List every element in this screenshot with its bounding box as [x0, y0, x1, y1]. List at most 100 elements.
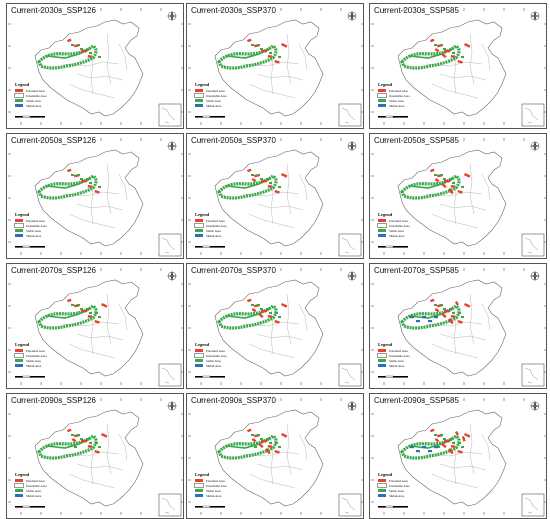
stable-area: [71, 304, 74, 306]
stable-area: [443, 48, 446, 50]
province-boundary: [469, 293, 475, 345]
legend: Legend Extended Area Unsuitable Area Stable…: [14, 472, 47, 498]
north-arrow-icon: [167, 401, 177, 411]
province-boundary: [298, 303, 308, 331]
stable-area: [89, 312, 92, 314]
province-boundary: [298, 43, 308, 71]
extended-area: [450, 315, 455, 318]
extended-area: [457, 449, 463, 454]
extended-area: [274, 60, 280, 64]
legend-label: Extended Area: [389, 218, 408, 223]
south-china-sea-inset: [158, 363, 182, 387]
extended-area: [261, 179, 268, 183]
legend-swatch: [194, 353, 204, 358]
legend-swatch: [378, 234, 386, 237]
legend-item: Extended Area: [195, 218, 227, 223]
legend-swatch: [15, 89, 23, 92]
stable-area: [440, 304, 443, 306]
legend: Legend Extended Area Unsuitable Area Stable…: [377, 212, 410, 238]
legend-item: Extended Area: [15, 478, 47, 483]
legend-swatch: [195, 364, 203, 367]
legend-item: Unsuitable Area: [194, 483, 227, 488]
stable-area: [260, 438, 263, 440]
north-arrow-icon: [167, 11, 177, 21]
shrink-area: [410, 446, 414, 449]
south-china-sea-inset: [521, 233, 545, 257]
legend-label: Stable Area: [389, 98, 404, 103]
china-map: [188, 138, 363, 257]
province-boundary: [481, 173, 491, 201]
stable-area: [217, 434, 278, 460]
legend: Legend Extended Area Unsuitable Area Stable…: [194, 82, 227, 108]
panel-title: Current-2090s_SSP126: [11, 396, 96, 405]
legend-label: Unsuitable Area: [389, 223, 410, 228]
legend-item: Extended Area: [15, 218, 47, 223]
legend-label: Extended Area: [389, 348, 408, 353]
stable-area: [400, 434, 461, 460]
legend-label: Stable Area: [389, 228, 404, 233]
stable-area: [98, 56, 101, 58]
province-boundary: [118, 303, 128, 331]
legend-item: Stable Area: [378, 228, 410, 233]
legend-label: Extended Area: [389, 478, 408, 483]
legend-swatch: [378, 104, 386, 107]
legend-item: Shrink Area: [195, 493, 227, 498]
stable-area: [458, 312, 461, 314]
extended-area: [67, 298, 72, 303]
legend-label: Stable Area: [206, 488, 221, 493]
legend-item: Stable Area: [195, 488, 227, 493]
map-panel: Current-2090s_SSP126 Legend Extended Area U…: [6, 393, 184, 519]
legend-swatch: [377, 353, 387, 358]
south-china-sea-inset: [338, 103, 362, 127]
extended-area: [274, 449, 280, 454]
legend-swatch: [195, 349, 203, 352]
stable-area: [452, 312, 455, 314]
legend-item: Shrink Area: [15, 493, 47, 498]
extended-area: [247, 428, 252, 433]
legend-label: Unsuitable Area: [26, 223, 47, 228]
extended-area: [441, 53, 447, 59]
legend: Legend Extended Area Unsuitable Area Stable…: [14, 212, 47, 238]
legend-label: Shrink Area: [26, 103, 42, 108]
province-boundary: [68, 473, 116, 489]
legend-item: Shrink Area: [378, 363, 410, 368]
legend-swatch: [15, 489, 23, 492]
extended-area: [94, 320, 100, 324]
legend-swatch: [15, 229, 23, 232]
province-boundary: [256, 333, 304, 341]
stable-area: [440, 434, 443, 436]
extended-area: [274, 320, 280, 324]
legend-item: Shrink Area: [195, 363, 227, 368]
legend-swatch: [378, 89, 386, 92]
legend-item: Unsuitable Area: [14, 93, 47, 98]
legend-item: Extended Area: [15, 88, 47, 93]
china-map: [371, 398, 546, 517]
legend-item: Shrink Area: [15, 233, 47, 238]
province-boundary: [106, 293, 112, 345]
legend-swatch: [195, 219, 203, 222]
legend-label: Shrink Area: [389, 103, 405, 108]
stable-area: [257, 304, 260, 306]
stable-area: [400, 174, 461, 200]
legend-label: Stable Area: [26, 358, 41, 363]
legend-item: Extended Area: [378, 218, 410, 223]
legend-item: Unsuitable Area: [14, 353, 47, 358]
province-boundary: [106, 33, 112, 85]
legend-item: Extended Area: [195, 478, 227, 483]
legend-item: Stable Area: [15, 488, 47, 493]
legend-swatch: [15, 104, 23, 107]
legend-label: Unsuitable Area: [206, 223, 227, 228]
south-china-sea-inset: [521, 493, 545, 517]
province-boundary: [481, 433, 491, 461]
north-arrow-icon: [530, 401, 540, 411]
map-panel: Current-2090s_SSP370 Legend Extended Area U…: [186, 393, 364, 519]
china-map: [188, 268, 363, 387]
legend-label: Stable Area: [206, 358, 221, 363]
stable-area: [86, 178, 89, 180]
legend: Legend Extended Area Unsuitable Area Stable…: [14, 82, 47, 108]
legend-swatch: [378, 349, 386, 352]
province-boundary: [256, 73, 304, 81]
panel-title: Current-2050s_SSP126: [11, 136, 96, 145]
stable-area: [74, 446, 77, 448]
panel-title: Current-2050s_SSP585: [374, 136, 459, 145]
